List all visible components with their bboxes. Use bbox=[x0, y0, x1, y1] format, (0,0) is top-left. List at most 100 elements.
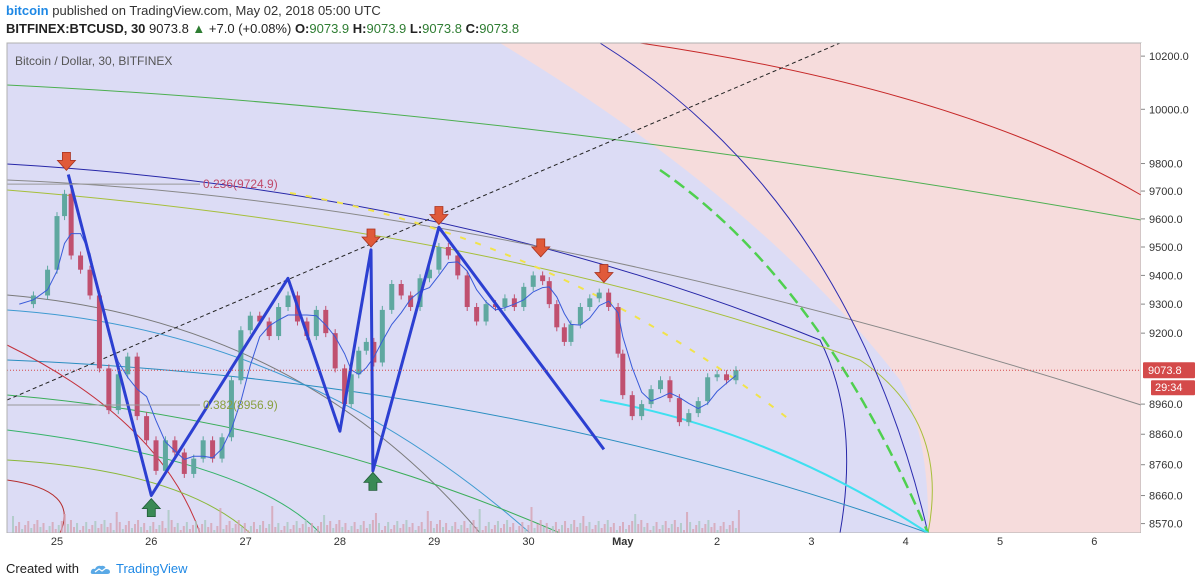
volume-bar bbox=[533, 528, 536, 533]
volume-bar bbox=[15, 526, 18, 533]
volume-bar bbox=[689, 522, 692, 533]
x-tick-label: 5 bbox=[997, 536, 1003, 548]
volume-bar bbox=[204, 520, 207, 533]
volume-bar bbox=[36, 520, 39, 533]
volume-bar bbox=[54, 529, 57, 533]
candle-body bbox=[371, 341, 377, 363]
volume-bar bbox=[426, 511, 429, 533]
volume-bar bbox=[271, 506, 274, 533]
volume-bar bbox=[103, 520, 106, 533]
volume-bar bbox=[69, 520, 72, 533]
fan-arc-lightblue bbox=[6, 359, 929, 534]
x-tick-label: 28 bbox=[334, 536, 346, 548]
tradingview-link[interactable]: TradingView bbox=[116, 561, 188, 576]
fan-arc-red-outer bbox=[639, 42, 1142, 196]
high-value: 9073.9 bbox=[366, 21, 407, 36]
symbol-header: BITFINEX:BTCUSD, 30 9073.8 ▲ +7.0 (+0.08… bbox=[6, 21, 519, 36]
last-price: 9073.8 bbox=[149, 21, 189, 36]
volume-bar bbox=[460, 525, 463, 533]
zigzag-pattern bbox=[66, 174, 606, 497]
candle-body bbox=[705, 377, 711, 402]
volume-bar bbox=[506, 520, 509, 533]
volume-bar bbox=[679, 523, 682, 533]
fan-arc-green-inner bbox=[6, 394, 561, 534]
candle-body bbox=[639, 404, 645, 417]
volume-bar bbox=[155, 529, 158, 533]
last-price-label: 9073.8 bbox=[1148, 365, 1182, 377]
volume-bar bbox=[670, 524, 673, 533]
volume-bar bbox=[466, 528, 469, 533]
volume-bar bbox=[454, 522, 457, 533]
volume-bar bbox=[503, 524, 506, 533]
volume-bar bbox=[301, 524, 304, 533]
volume-bar bbox=[655, 522, 658, 533]
volume-bar bbox=[676, 527, 679, 533]
x-tick-label: 25 bbox=[51, 536, 63, 548]
y-tick-label: 9200.0 bbox=[1149, 328, 1183, 340]
candle-body bbox=[530, 275, 536, 287]
volume-bar bbox=[191, 525, 194, 533]
volume-bar bbox=[591, 529, 594, 533]
volume-bar bbox=[106, 527, 109, 533]
candle-body bbox=[257, 315, 263, 322]
volume-bar bbox=[274, 527, 277, 533]
volume-bar bbox=[490, 529, 493, 533]
buy-arrow-icon bbox=[141, 498, 162, 518]
volume-bar bbox=[201, 524, 204, 533]
candle-body bbox=[144, 416, 150, 441]
volume-bar bbox=[387, 522, 390, 533]
volume-bar bbox=[24, 525, 27, 533]
volume-bar bbox=[478, 509, 481, 533]
volume-bar bbox=[701, 528, 704, 533]
volume-bar bbox=[576, 527, 579, 533]
y-tick-label: 8760.0 bbox=[1149, 460, 1183, 472]
volume-bar bbox=[457, 529, 460, 533]
volume-bar bbox=[289, 529, 292, 533]
candle-body bbox=[87, 269, 93, 296]
volume-bar bbox=[222, 529, 225, 533]
volume-bar bbox=[313, 530, 316, 533]
close-label: C: bbox=[465, 21, 480, 36]
volume-bar bbox=[317, 526, 319, 533]
volume-bar bbox=[551, 526, 554, 533]
volume-bar bbox=[207, 527, 210, 533]
volume-bar bbox=[625, 529, 628, 533]
volume-bar bbox=[170, 520, 173, 533]
volume-bar bbox=[405, 520, 408, 533]
volume-bar bbox=[252, 522, 255, 533]
y-tick-label: 8860.0 bbox=[1149, 429, 1183, 441]
volume-bar bbox=[39, 527, 42, 533]
candle-body bbox=[577, 307, 583, 325]
volume-bar bbox=[618, 526, 621, 533]
volume-bar bbox=[573, 520, 576, 533]
volume-bar bbox=[30, 528, 33, 533]
volume-bar bbox=[539, 520, 542, 533]
candle-body bbox=[200, 440, 206, 459]
volume-bar bbox=[268, 524, 271, 533]
volume-bar bbox=[182, 526, 185, 533]
publisher-name[interactable]: bitcoin bbox=[6, 3, 49, 18]
volume-bar bbox=[609, 527, 612, 533]
candle-body bbox=[554, 304, 560, 328]
x-tick-label: May bbox=[612, 536, 634, 548]
volume-bar bbox=[496, 521, 499, 533]
candle-body bbox=[596, 292, 602, 299]
volume-bar bbox=[231, 528, 234, 533]
candle-body bbox=[304, 321, 310, 337]
candle-body bbox=[540, 275, 546, 282]
x-tick-label: 27 bbox=[239, 536, 251, 548]
volume-bar bbox=[161, 521, 164, 533]
candle-body bbox=[125, 356, 131, 375]
volume-bar bbox=[692, 529, 695, 533]
fan-arc-blue-outer bbox=[599, 42, 929, 534]
volume-bar bbox=[188, 529, 191, 533]
x-tick-label: 2 bbox=[714, 536, 720, 548]
volume-bar bbox=[713, 523, 716, 533]
volume-bar bbox=[368, 524, 371, 533]
volume-bar bbox=[124, 525, 127, 533]
candle-body bbox=[228, 380, 234, 438]
volume-bar bbox=[100, 524, 103, 533]
volume-bar bbox=[265, 528, 268, 533]
volume-bar bbox=[48, 526, 51, 533]
